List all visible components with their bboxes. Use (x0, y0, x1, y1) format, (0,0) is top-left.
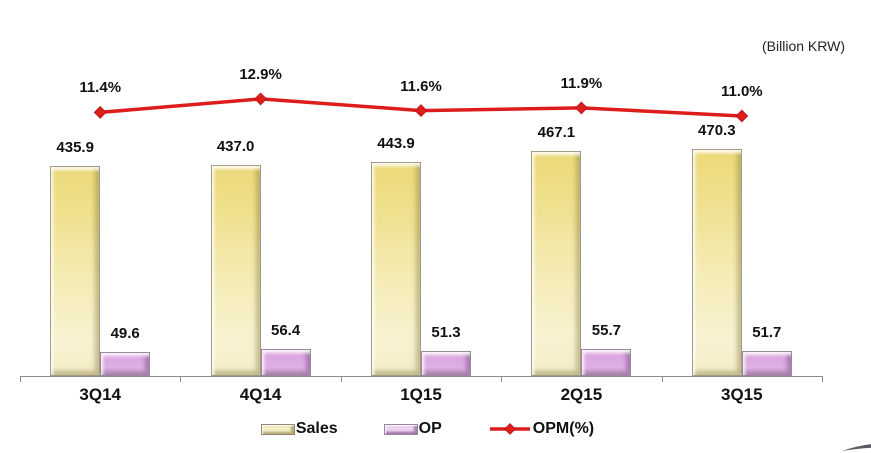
legend-label-sales: Sales (295, 420, 338, 437)
x-axis-category-label: 3Q15 (721, 385, 763, 404)
opm-value-label: 11.6% (400, 77, 442, 95)
op-value-label: 56.4 (270, 322, 301, 339)
opm-value-label: 12.9% (239, 65, 282, 83)
op-value-label: 51.3 (431, 324, 461, 341)
opm-marker-icon (735, 109, 749, 123)
sales-value-label: 437.0 (216, 138, 255, 155)
x-axis-tick (822, 376, 823, 382)
sales-value-label: 435.9 (56, 139, 94, 156)
sales-swatch-icon (260, 423, 295, 435)
unit-label: (Billion KRW) (762, 38, 845, 54)
opm-line-diamond-icon (488, 422, 532, 436)
op-bar (100, 352, 151, 376)
legend: Sales OP OPM(%) (0, 420, 863, 438)
op-bar (741, 351, 792, 376)
legend-label-op: OP (418, 420, 442, 437)
sales-value-label: 470.3 (698, 122, 736, 139)
op-bar (421, 351, 471, 376)
legend-label-opm: OPM(%) (532, 420, 595, 437)
op-bar (260, 349, 311, 376)
x-axis-tick (180, 376, 182, 382)
legend-item-opm: OPM(%) (488, 420, 594, 438)
op-value-label: 51.7 (752, 324, 782, 341)
x-axis-tick (20, 376, 21, 382)
sales-bar (210, 165, 261, 376)
x-axis-line (20, 376, 822, 377)
op-value-label: 55.7 (591, 322, 621, 339)
opm-value-label: 11.0% (720, 83, 763, 100)
opm-value-label: 11.9% (560, 74, 603, 92)
sales-bar (691, 149, 742, 376)
op-bar (581, 349, 632, 376)
x-axis-category-label: 1Q15 (400, 385, 442, 404)
cropped-logo-fragment (840, 438, 871, 453)
legend-item-op: OP (383, 420, 442, 438)
sales-value-label: 467.1 (537, 124, 576, 141)
x-axis-category-label: 4Q14 (239, 385, 282, 404)
sales-bar (371, 162, 421, 376)
opm-marker-icon (414, 104, 428, 118)
opm-marker-icon (254, 92, 268, 106)
x-axis-tick (661, 376, 663, 382)
x-axis-category-label: 2Q15 (560, 385, 603, 404)
opm-marker-icon (574, 101, 588, 115)
opm-marker-icon (93, 105, 107, 119)
op-swatch-icon (383, 423, 418, 435)
op-value-label: 49.6 (110, 325, 140, 342)
sales-bar (531, 151, 582, 376)
legend-item-sales: Sales (260, 420, 338, 438)
x-axis-tick (501, 376, 503, 382)
sales-bar (50, 166, 101, 376)
opm-value-label: 11.4% (79, 79, 122, 97)
x-axis-category-label: 3Q14 (79, 385, 121, 404)
opm-line (100, 97, 742, 118)
sales-value-label: 443.9 (377, 135, 415, 152)
x-axis-tick (340, 376, 342, 382)
